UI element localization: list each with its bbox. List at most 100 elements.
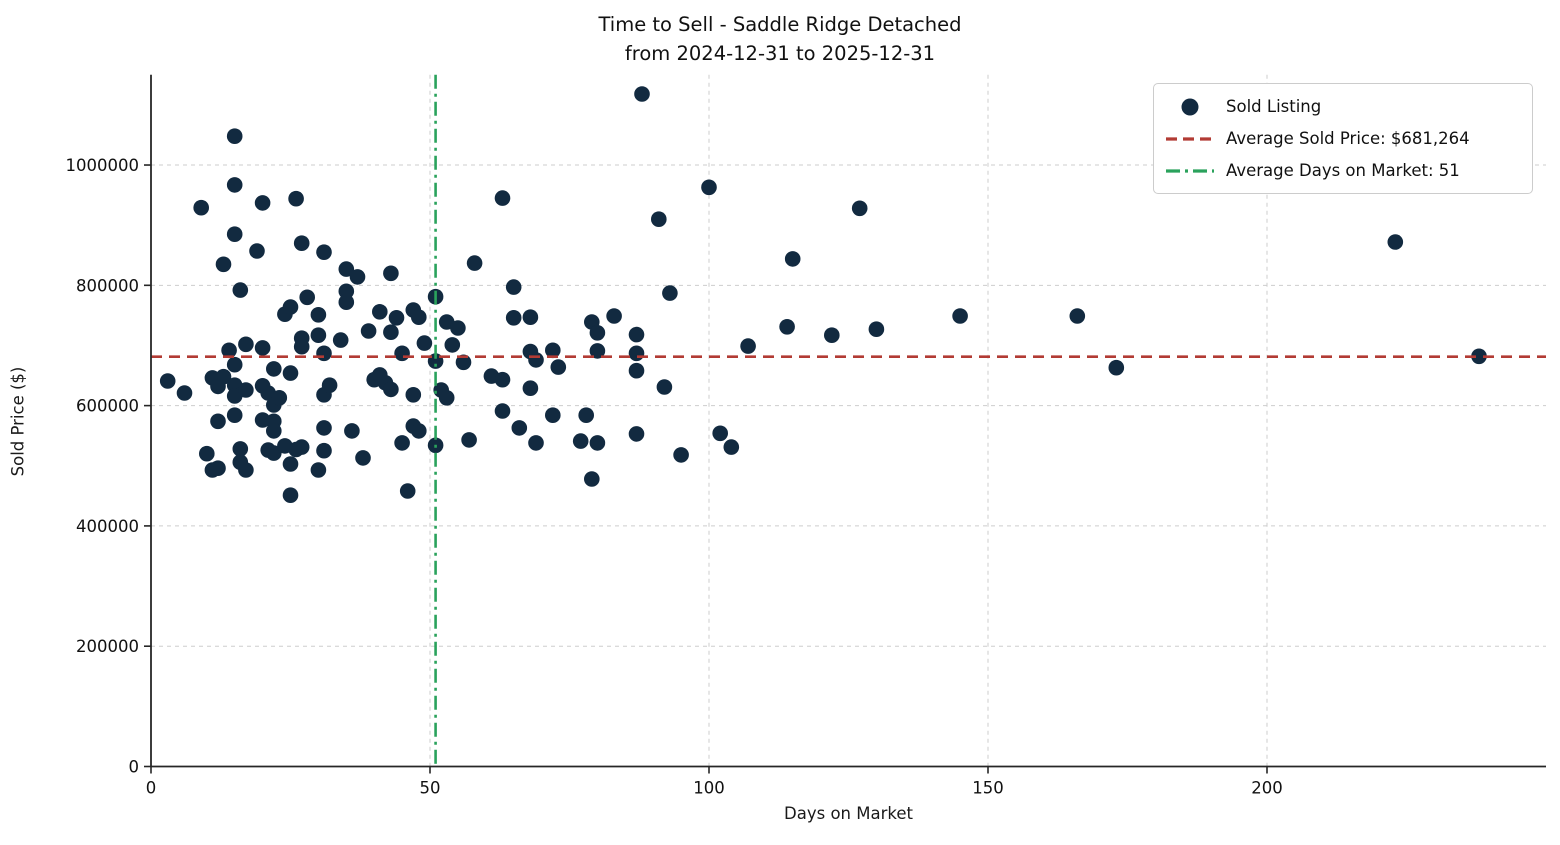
scatter-point [522, 380, 539, 397]
scatter-point [293, 439, 310, 455]
scatter-point [266, 445, 282, 461]
scatter-point [321, 377, 338, 394]
scatter-point [1471, 348, 1487, 365]
x-tick-label: 50 [420, 779, 441, 798]
scatter-point [226, 177, 243, 193]
scatter-point [226, 407, 243, 424]
scatter-point [578, 407, 594, 424]
sold-listing-marker-icon [1181, 98, 1199, 115]
scatter-point [505, 279, 522, 295]
scatter-point [293, 235, 310, 251]
scatter-point [383, 265, 399, 282]
scatter-point [394, 435, 410, 451]
scatter-point [266, 423, 282, 439]
scatter-point [310, 462, 327, 478]
scatter-point [572, 433, 589, 449]
scatter-point [176, 385, 193, 401]
scatter-point [316, 420, 332, 436]
scatter-point [673, 447, 689, 463]
scatter-point [215, 256, 232, 273]
scatter-point [310, 327, 327, 344]
scatter-point [656, 379, 673, 395]
y-tick-label: 200000 [76, 637, 139, 656]
scatter-point [338, 294, 355, 311]
scatter-point [293, 338, 310, 355]
scatter-point [461, 432, 477, 448]
scatter-point [416, 335, 433, 351]
scatter-point [522, 309, 539, 326]
scatter-point [740, 338, 756, 354]
scatter-point [438, 390, 455, 406]
scatter-point [159, 373, 176, 389]
scatter-point [584, 471, 600, 487]
scatter-point [634, 86, 650, 102]
scatter-point [254, 340, 271, 356]
scatter-point [606, 308, 622, 324]
scatter-point [450, 320, 466, 336]
scatter-point [411, 309, 427, 326]
scatter-point [628, 426, 645, 442]
scatter-point [505, 310, 522, 326]
chart-title-line2: from 2024-12-31 to 2025-12-31 [624, 42, 936, 65]
y-tick-label: 1000000 [66, 156, 140, 175]
scatter-point [316, 244, 332, 260]
scatter-point [589, 435, 606, 451]
chart-title: Time to Sell - Saddle Ridge Detached fro… [0, 10, 1560, 68]
scatter-point [338, 283, 355, 300]
scatter-point [316, 345, 332, 362]
scatter-point [628, 362, 645, 379]
scatter-point [344, 423, 360, 439]
scatter-point [511, 420, 528, 436]
scatter-point [355, 450, 371, 466]
legend-item: Average Days on Market: 51 [1164, 156, 1518, 185]
scatter-point [528, 352, 544, 368]
scatter-point [226, 356, 243, 373]
legend-item: Sold Listing [1164, 92, 1518, 121]
scatter-point [545, 407, 561, 424]
scatter-point [383, 381, 399, 398]
scatter-point [282, 487, 299, 504]
scatter-point [712, 425, 728, 442]
scatter-point [226, 128, 243, 144]
scatter-point [589, 343, 606, 359]
scatter-point [494, 190, 511, 206]
y-tick-label: 600000 [76, 397, 139, 416]
y-tick-label: 400000 [76, 517, 139, 536]
chart-title-line1: Time to Sell - Saddle Ridge Detached [598, 13, 962, 36]
scatter-point [249, 243, 265, 259]
scatter-point [349, 269, 366, 285]
scatter-point [550, 359, 567, 375]
scatter-point [545, 342, 561, 359]
scatter-point [494, 371, 511, 388]
scatter-point [494, 403, 511, 419]
scatter-point [779, 319, 795, 335]
scatter-point [528, 435, 544, 451]
dashdot-line-marker-icon [1166, 168, 1214, 173]
scatter-point [221, 342, 237, 359]
scatter-point [394, 345, 410, 362]
x-tick-label: 200 [1251, 779, 1283, 798]
scatter-point [784, 251, 801, 267]
x-tick-label: 0 [146, 779, 157, 798]
legend-item-label: Average Days on Market: 51 [1226, 161, 1460, 180]
y-axis-label: Sold Price ($) [8, 366, 28, 477]
scatter-point [1069, 308, 1086, 324]
scatter-point [282, 299, 299, 315]
y-tick-label: 0 [129, 758, 140, 777]
scatter-point [332, 332, 349, 348]
scatter-point [210, 460, 226, 477]
dashed-line-marker-icon [1166, 136, 1214, 141]
scatter-point [316, 442, 332, 459]
scatter-point [824, 327, 840, 344]
scatter-point [266, 361, 282, 377]
scatter-point [701, 179, 717, 196]
scatter-point [238, 382, 254, 398]
legend: Sold Listing Average Sold Price: $681,264… [1153, 83, 1533, 194]
legend-item-label: Average Sold Price: $681,264 [1226, 129, 1470, 148]
scatter-point [360, 323, 377, 339]
scatter-point [851, 200, 868, 217]
scatter-point [383, 324, 399, 341]
scatter-point [338, 261, 355, 277]
